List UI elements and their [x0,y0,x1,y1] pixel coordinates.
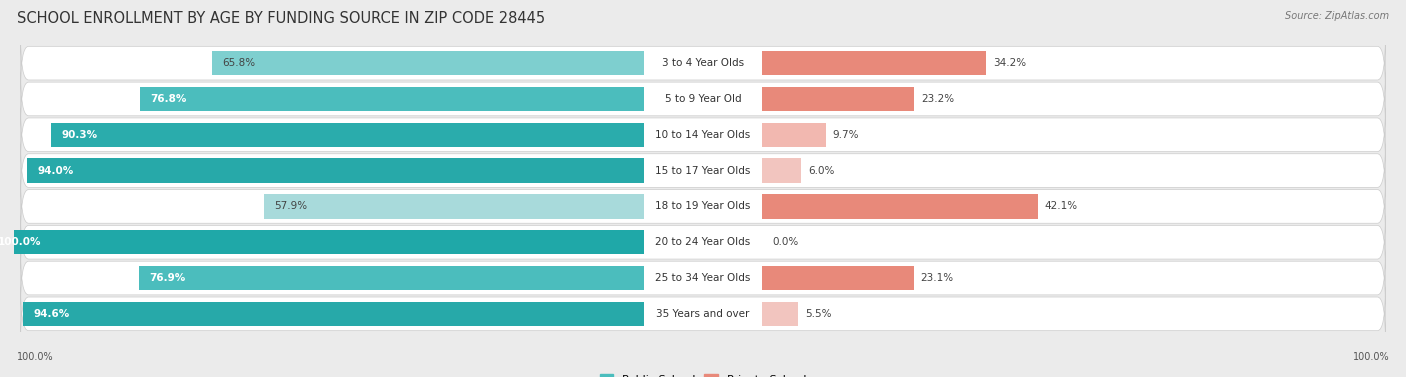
FancyBboxPatch shape [21,144,1385,197]
FancyBboxPatch shape [21,216,1385,268]
Bar [762,51,987,75]
Bar [762,194,1038,219]
FancyBboxPatch shape [21,288,1385,340]
Text: 9.7%: 9.7% [832,130,859,140]
Legend: Public School, Private School: Public School, Private School [595,370,811,377]
FancyBboxPatch shape [21,109,1385,161]
Bar [24,302,644,326]
FancyBboxPatch shape [21,37,1385,89]
Text: 10 to 14 Year Olds: 10 to 14 Year Olds [655,130,751,140]
Bar [27,158,644,183]
Text: 76.9%: 76.9% [149,273,186,283]
Text: 57.9%: 57.9% [274,201,307,211]
Bar [762,266,914,290]
Bar [762,87,914,111]
Text: 23.2%: 23.2% [921,94,953,104]
Bar [139,266,644,290]
Text: 65.8%: 65.8% [222,58,254,68]
Bar [762,302,799,326]
Text: 100.0%: 100.0% [1353,352,1389,362]
Text: 5.5%: 5.5% [804,309,831,319]
Text: 6.0%: 6.0% [808,166,834,176]
Text: 90.3%: 90.3% [62,130,97,140]
Text: 34.2%: 34.2% [993,58,1026,68]
Text: 76.8%: 76.8% [150,94,186,104]
Text: Source: ZipAtlas.com: Source: ZipAtlas.com [1285,11,1389,21]
Text: 18 to 19 Year Olds: 18 to 19 Year Olds [655,201,751,211]
Text: 35 Years and over: 35 Years and over [657,309,749,319]
Text: 20 to 24 Year Olds: 20 to 24 Year Olds [655,237,751,247]
Bar [141,87,644,111]
Text: 94.0%: 94.0% [37,166,73,176]
Text: 5 to 9 Year Old: 5 to 9 Year Old [665,94,741,104]
FancyBboxPatch shape [21,180,1385,233]
Text: 100.0%: 100.0% [0,237,41,247]
Bar [212,51,644,75]
Text: 3 to 4 Year Olds: 3 to 4 Year Olds [662,58,744,68]
Text: 42.1%: 42.1% [1045,201,1078,211]
Text: 25 to 34 Year Olds: 25 to 34 Year Olds [655,273,751,283]
Text: 100.0%: 100.0% [17,352,53,362]
Bar [762,123,825,147]
Text: 23.1%: 23.1% [920,273,953,283]
FancyBboxPatch shape [21,73,1385,125]
Bar [264,194,644,219]
Text: 15 to 17 Year Olds: 15 to 17 Year Olds [655,166,751,176]
FancyBboxPatch shape [21,252,1385,304]
Text: 94.6%: 94.6% [34,309,69,319]
Text: 0.0%: 0.0% [772,237,799,247]
Bar [762,158,801,183]
Bar [0,230,644,254]
Bar [52,123,644,147]
Text: SCHOOL ENROLLMENT BY AGE BY FUNDING SOURCE IN ZIP CODE 28445: SCHOOL ENROLLMENT BY AGE BY FUNDING SOUR… [17,11,546,26]
